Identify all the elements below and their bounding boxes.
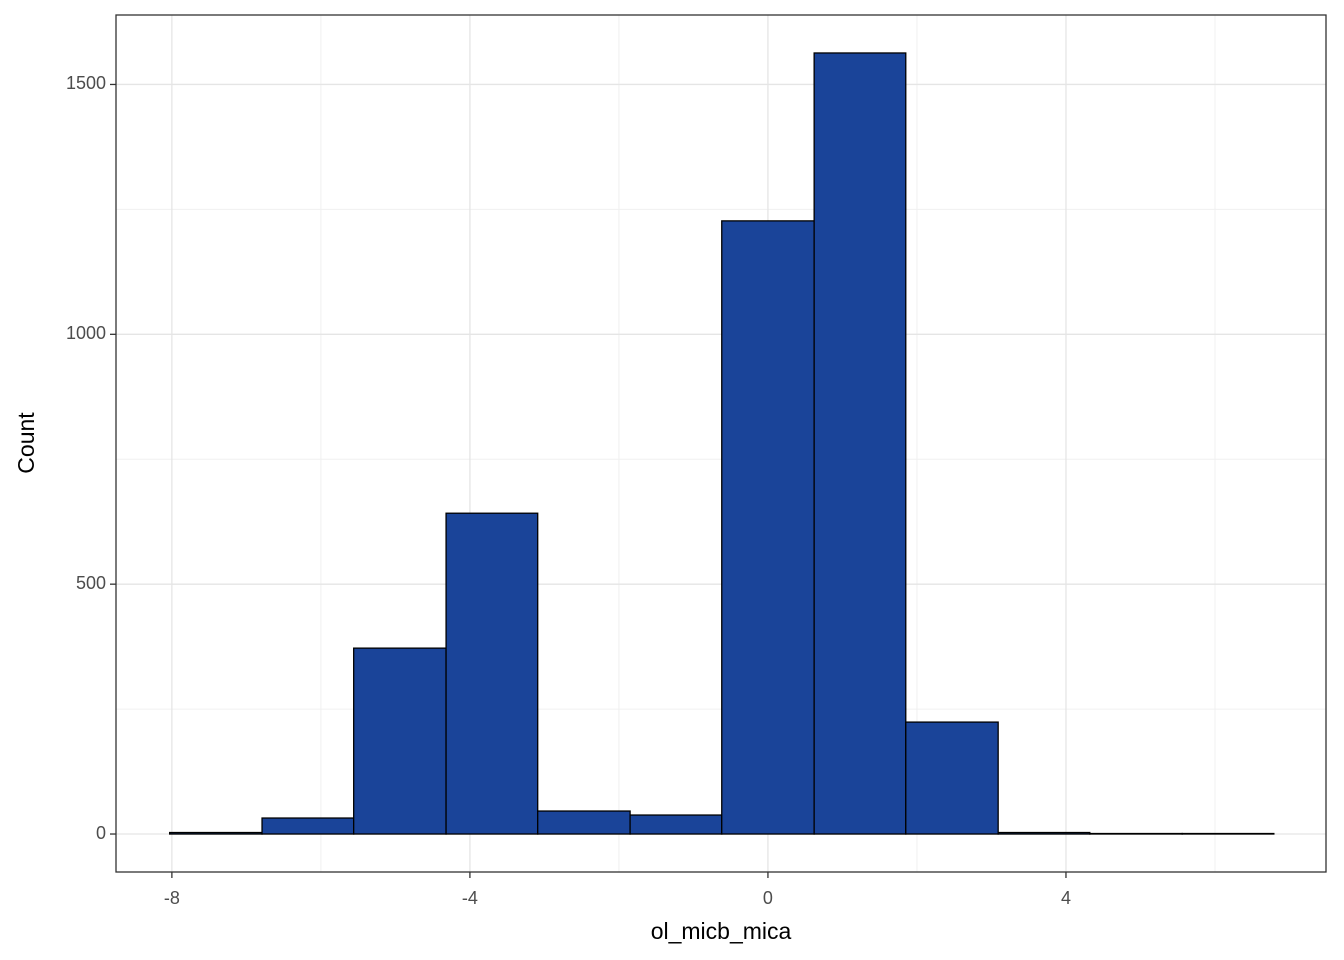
x-axis-title: ol_micb_mica xyxy=(651,918,792,944)
x-tick-label: 4 xyxy=(1061,888,1071,908)
x-tick-label: 0 xyxy=(763,888,773,908)
bar xyxy=(997,831,1091,835)
y-tick-label: 1500 xyxy=(66,73,106,93)
y-axis-title: Count xyxy=(13,412,39,474)
bar xyxy=(261,817,355,835)
panel-background xyxy=(116,15,1326,872)
y-tick-label: 1000 xyxy=(66,323,106,343)
bar xyxy=(445,512,539,835)
bar xyxy=(537,810,631,835)
y-tick-label: 500 xyxy=(76,573,106,593)
bar xyxy=(721,220,815,835)
y-tick-label: 0 xyxy=(96,823,106,843)
bar xyxy=(168,831,263,835)
bar xyxy=(353,647,447,835)
bar xyxy=(629,814,723,835)
x-tick-label: -8 xyxy=(164,888,180,908)
bar xyxy=(813,52,907,835)
x-tick-label: -4 xyxy=(462,888,478,908)
panel-border xyxy=(115,14,1327,873)
bar xyxy=(905,721,999,835)
